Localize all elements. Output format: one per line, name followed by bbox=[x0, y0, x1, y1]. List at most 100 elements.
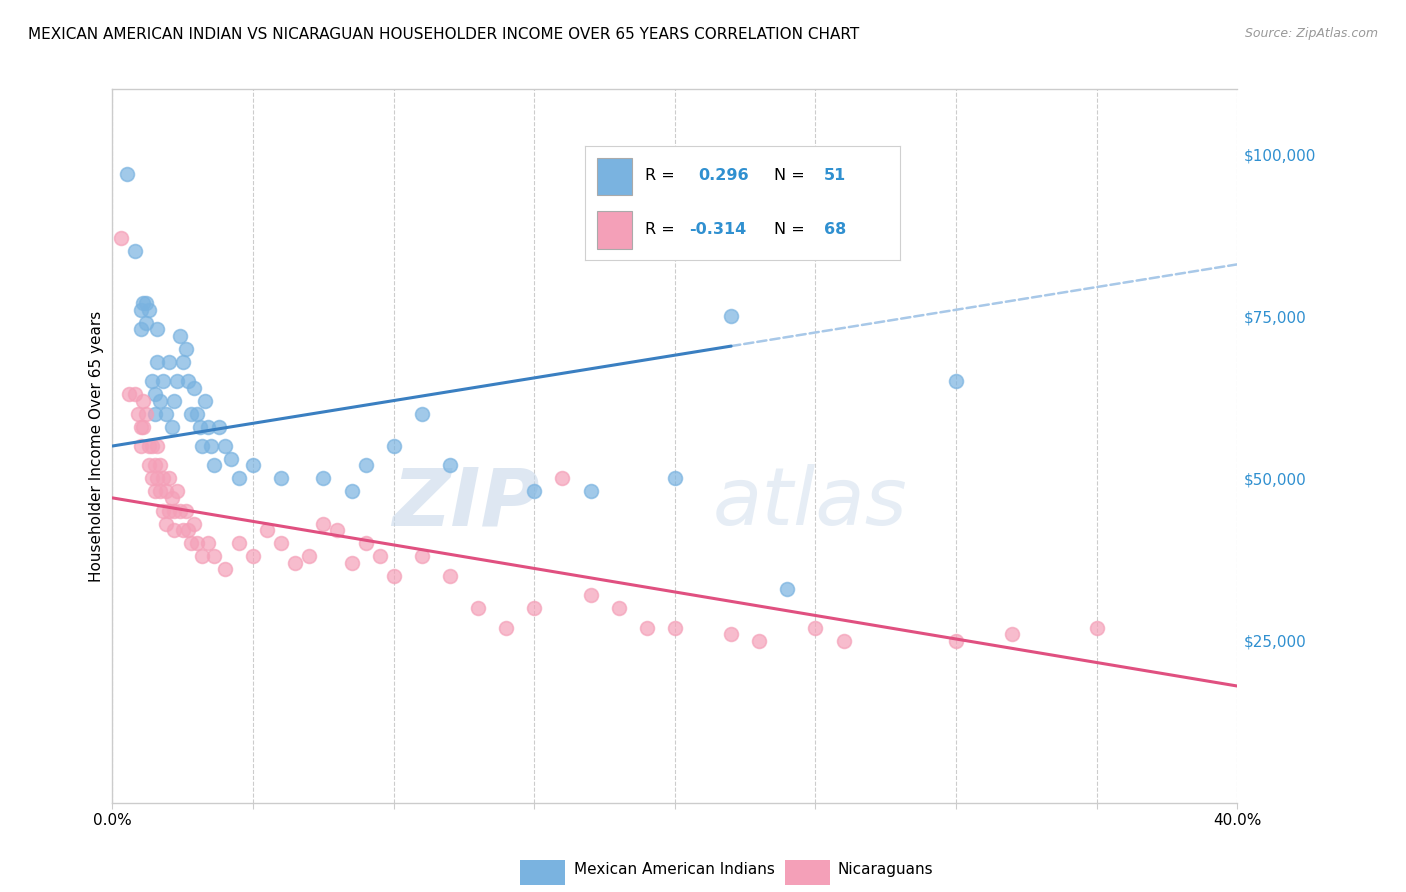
Point bbox=[298, 549, 321, 564]
Point bbox=[579, 588, 602, 602]
Point bbox=[776, 582, 799, 596]
Point bbox=[664, 471, 686, 485]
Point bbox=[202, 458, 225, 473]
Point bbox=[143, 387, 166, 401]
Point bbox=[191, 439, 214, 453]
Point bbox=[1001, 627, 1024, 641]
Point bbox=[664, 621, 686, 635]
Point bbox=[143, 407, 166, 421]
Point bbox=[174, 342, 197, 356]
Point bbox=[155, 516, 177, 531]
Point bbox=[186, 536, 208, 550]
Point bbox=[382, 568, 405, 582]
Bar bbox=[598, 211, 633, 249]
Point bbox=[312, 471, 335, 485]
Point bbox=[945, 633, 967, 648]
Point bbox=[163, 393, 186, 408]
Point bbox=[197, 419, 219, 434]
Point bbox=[172, 354, 194, 368]
Text: 51: 51 bbox=[824, 169, 846, 184]
Point bbox=[124, 244, 146, 259]
Point bbox=[177, 374, 200, 388]
Point bbox=[270, 536, 292, 550]
Point bbox=[149, 393, 172, 408]
Point bbox=[214, 439, 236, 453]
Point bbox=[177, 524, 200, 538]
Point bbox=[340, 484, 363, 499]
Point bbox=[155, 407, 177, 421]
Point bbox=[166, 374, 188, 388]
Point bbox=[340, 556, 363, 570]
Point bbox=[138, 302, 160, 317]
Point bbox=[214, 562, 236, 576]
Text: N =: N = bbox=[773, 169, 810, 184]
Point bbox=[172, 524, 194, 538]
Point bbox=[141, 471, 163, 485]
Point bbox=[256, 524, 278, 538]
Point bbox=[208, 419, 231, 434]
Point bbox=[523, 484, 546, 499]
Text: Nicaraguans: Nicaraguans bbox=[838, 863, 934, 877]
Point bbox=[135, 407, 157, 421]
Point bbox=[146, 471, 169, 485]
Point bbox=[183, 516, 205, 531]
Point bbox=[129, 419, 152, 434]
Point bbox=[219, 452, 242, 467]
Point bbox=[354, 536, 377, 550]
Point bbox=[152, 374, 174, 388]
Point bbox=[149, 458, 172, 473]
Point bbox=[242, 549, 264, 564]
Point bbox=[141, 374, 163, 388]
Point bbox=[228, 536, 250, 550]
Text: R =: R = bbox=[645, 222, 679, 237]
Point bbox=[152, 504, 174, 518]
Point bbox=[312, 516, 335, 531]
Point bbox=[124, 387, 146, 401]
Text: Mexican American Indians: Mexican American Indians bbox=[574, 863, 775, 877]
Point bbox=[1085, 621, 1108, 635]
Point bbox=[284, 556, 307, 570]
Point bbox=[832, 633, 855, 648]
Point bbox=[149, 484, 172, 499]
Point bbox=[411, 407, 433, 421]
Point bbox=[720, 627, 742, 641]
Point bbox=[110, 231, 132, 245]
Point bbox=[143, 458, 166, 473]
Point bbox=[163, 504, 186, 518]
Point bbox=[354, 458, 377, 473]
Point bbox=[326, 524, 349, 538]
Point bbox=[270, 471, 292, 485]
Point bbox=[439, 568, 461, 582]
Point bbox=[804, 621, 827, 635]
Point bbox=[163, 524, 186, 538]
Point bbox=[242, 458, 264, 473]
Point bbox=[146, 439, 169, 453]
Bar bbox=[598, 158, 633, 195]
Point bbox=[118, 387, 141, 401]
Point bbox=[157, 471, 180, 485]
Point bbox=[945, 374, 967, 388]
Point bbox=[155, 484, 177, 499]
Point bbox=[160, 491, 183, 505]
Text: N =: N = bbox=[773, 222, 810, 237]
Text: -0.314: -0.314 bbox=[689, 222, 747, 237]
Text: 0.296: 0.296 bbox=[699, 169, 749, 184]
Point bbox=[129, 439, 152, 453]
Text: R =: R = bbox=[645, 169, 679, 184]
Point bbox=[138, 439, 160, 453]
Point bbox=[157, 504, 180, 518]
Point bbox=[169, 328, 191, 343]
Point bbox=[160, 419, 183, 434]
Point bbox=[146, 322, 169, 336]
Point bbox=[607, 601, 630, 615]
Point bbox=[127, 407, 149, 421]
Point bbox=[194, 393, 217, 408]
Point bbox=[636, 621, 658, 635]
Text: MEXICAN AMERICAN INDIAN VS NICARAGUAN HOUSEHOLDER INCOME OVER 65 YEARS CORRELATI: MEXICAN AMERICAN INDIAN VS NICARAGUAN HO… bbox=[28, 27, 859, 42]
Point bbox=[197, 536, 219, 550]
Point bbox=[129, 322, 152, 336]
Y-axis label: Householder Income Over 65 years: Householder Income Over 65 years bbox=[89, 310, 104, 582]
Point bbox=[180, 407, 202, 421]
Point bbox=[146, 354, 169, 368]
Point bbox=[115, 167, 138, 181]
